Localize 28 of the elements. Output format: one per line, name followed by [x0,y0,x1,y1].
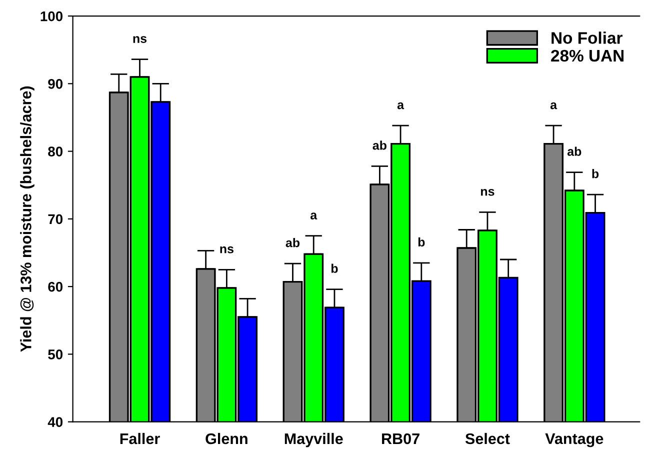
y-tick-label: 90 [48,78,63,89]
data-label: ab [567,146,582,156]
y-tick-label: 100 [40,11,63,22]
data-label: a [310,212,318,220]
data-label: ab [286,238,300,248]
y-tick-label: 50 [48,350,63,360]
data-label: a [397,102,404,110]
legend-label: 28% UAN [551,50,624,62]
x-tick-label: Select [465,432,510,444]
data-label: a [550,102,558,110]
data-label: b [331,264,338,273]
data-label: b [418,237,425,247]
legend-label: No Foliar [552,32,622,44]
y-tick-label: 80 [48,146,63,156]
x-tick-label: Mayville [284,432,343,448]
x-tick-label: RB07 [382,433,420,444]
data-label: ns [481,188,494,196]
x-tick-label: Vantage [545,433,604,448]
data-label: ab [372,140,386,150]
x-tick-label: Glenn [206,432,248,444]
y-tick-label: 70 [48,214,63,224]
data-label: b [592,169,599,178]
data-label: ns [133,36,147,43]
y-axis-title: Yield @ 13% moisture (bushels/acre) [20,86,34,352]
y-tick-label: 40 [48,417,63,427]
y-tick-label: 60 [48,282,63,292]
data-label: ns [220,246,234,254]
x-tick-label: Faller [120,432,160,444]
